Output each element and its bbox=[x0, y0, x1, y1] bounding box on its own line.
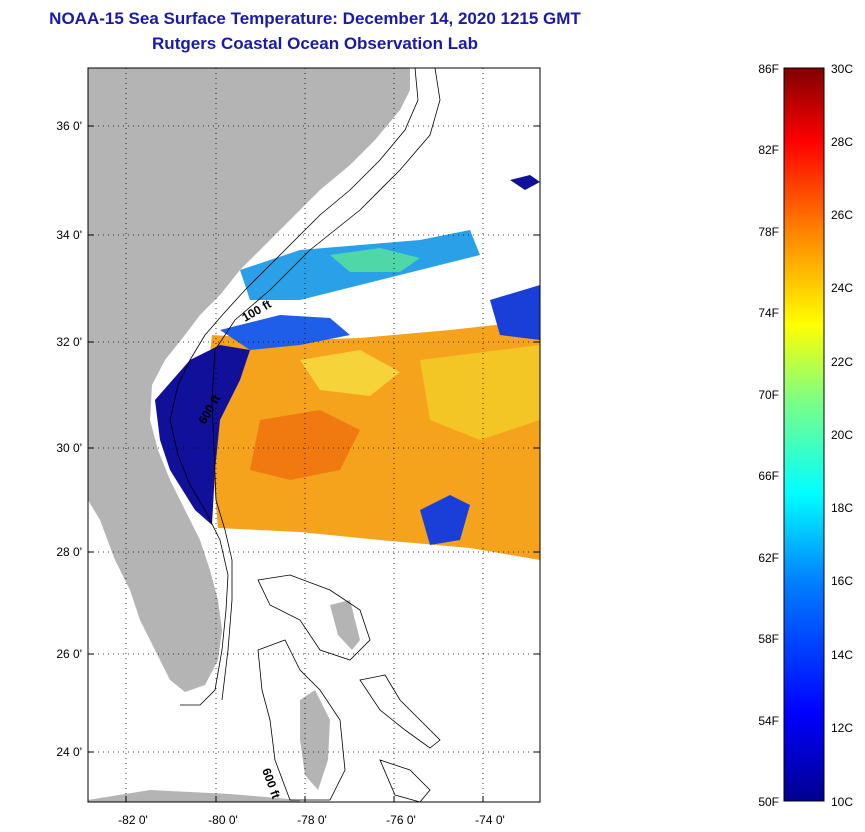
sst-yellow-patch-2 bbox=[300, 350, 400, 396]
cb-f-78: 78F bbox=[758, 225, 779, 239]
sst-yellow-patch bbox=[420, 345, 540, 440]
map-panel: 100 ft 600 ft 600 ft bbox=[88, 68, 540, 802]
cb-c-24: 24C bbox=[831, 281, 853, 295]
lat-label-34: 34 0' bbox=[56, 228, 82, 242]
sst-green-band bbox=[330, 248, 420, 272]
lat-label-32: 32 0' bbox=[56, 335, 82, 349]
lon-label-78: -78 0' bbox=[297, 813, 327, 827]
sst-blue-north bbox=[510, 175, 540, 190]
sst-hot-patch bbox=[250, 410, 360, 480]
cb-c-30: 30C bbox=[831, 62, 853, 76]
lat-label-24: 24 0' bbox=[56, 745, 82, 759]
lat-label-26: 26 0' bbox=[56, 647, 82, 661]
colorbar-gradient bbox=[783, 67, 825, 802]
land-us-coast bbox=[88, 68, 410, 692]
colorbar: 86F 82F 78F 74F 70F 66F 62F 58F 54F 50F … bbox=[758, 62, 853, 809]
cb-f-74: 74F bbox=[758, 306, 779, 320]
land-bahamas-abaco bbox=[330, 600, 360, 650]
cb-c-18: 18C bbox=[831, 501, 853, 515]
sst-blue-band bbox=[220, 315, 350, 350]
cb-f-62: 62F bbox=[758, 551, 779, 565]
cb-f-86: 86F bbox=[758, 62, 779, 76]
map-grid bbox=[88, 68, 540, 802]
cb-c-10: 10C bbox=[831, 795, 853, 809]
cb-c-12: 12C bbox=[831, 721, 853, 735]
cb-c-26: 26C bbox=[831, 208, 853, 222]
cb-c-14: 14C bbox=[831, 648, 853, 662]
lat-label-30: 30 0' bbox=[56, 441, 82, 455]
land-cuba bbox=[88, 790, 300, 802]
map-ticks bbox=[88, 125, 540, 802]
cb-c-20: 20C bbox=[831, 428, 853, 442]
lon-label-80: -80 0' bbox=[208, 813, 238, 827]
isobath-contours bbox=[169, 68, 441, 802]
lon-label-76: -76 0' bbox=[386, 813, 416, 827]
lon-label-74: -74 0' bbox=[475, 813, 505, 827]
lon-label-82: -82 0' bbox=[118, 813, 148, 827]
land-bahamas-andros bbox=[300, 690, 330, 790]
cb-f-58: 58F bbox=[758, 632, 779, 646]
cb-c-28: 28C bbox=[831, 135, 853, 149]
map-subtitle: Rutgers Coastal Ocean Observation Lab bbox=[152, 34, 478, 53]
cb-c-16: 16C bbox=[831, 574, 853, 588]
sst-blue-eddy bbox=[420, 495, 470, 545]
lat-label-36: 36 0' bbox=[56, 119, 82, 133]
lat-label-28: 28 0' bbox=[56, 545, 82, 559]
cb-c-22: 22C bbox=[831, 355, 853, 369]
cb-f-54: 54F bbox=[758, 714, 779, 728]
sst-cold-coastal bbox=[155, 345, 250, 525]
cb-f-50: 50F bbox=[758, 795, 779, 809]
cb-f-82: 82F bbox=[758, 143, 779, 157]
sst-blue-offshore bbox=[490, 285, 540, 340]
map-frame bbox=[87, 67, 541, 803]
cb-f-70: 70F bbox=[758, 388, 779, 402]
map-title: NOAA-15 Sea Surface Temperature: Decembe… bbox=[49, 9, 581, 28]
cb-f-66: 66F bbox=[758, 469, 779, 483]
